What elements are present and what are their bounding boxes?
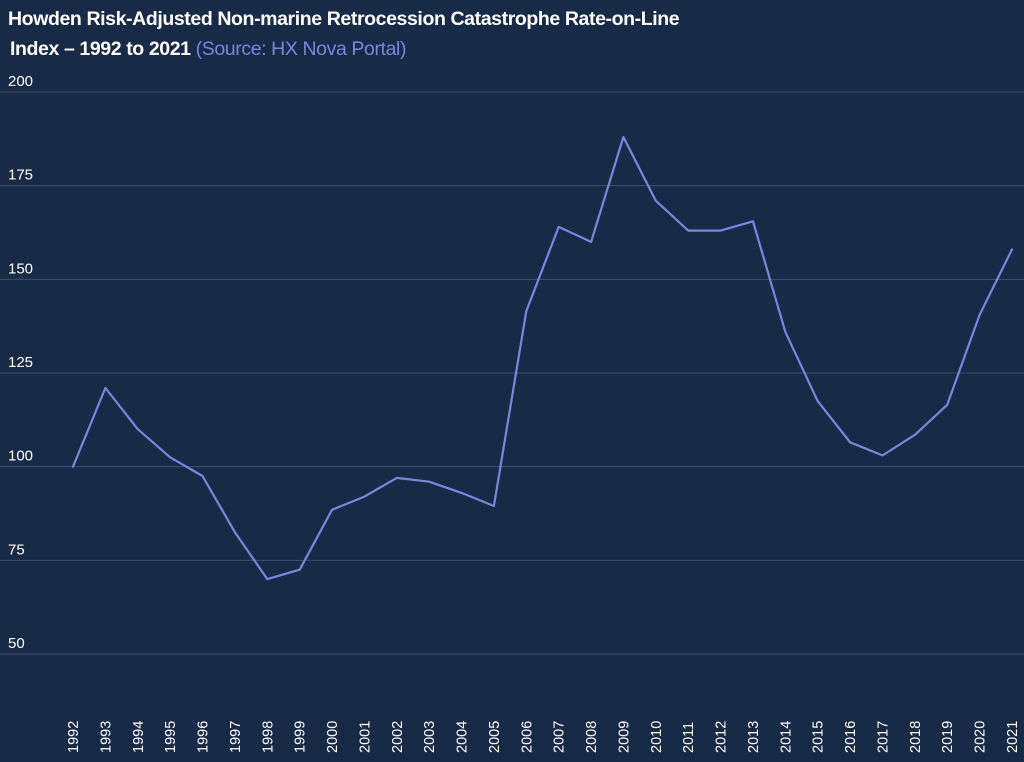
x-tick-label: 2007 (552, 721, 568, 753)
y-axis-labels: 50 75 100 125 150 175 200 (8, 73, 33, 652)
x-tick-label: 2006 (519, 721, 535, 753)
x-tick-label: 1996 (196, 721, 212, 753)
x-axis-labels: 1992 1993 1994 1995 1996 1997 1998 1999 2000 2001… (66, 721, 1021, 753)
y-tick-label: 50 (8, 635, 25, 652)
series-line (71, 135, 1014, 581)
x-tick-label: 2013 (746, 721, 762, 753)
x-tick-label: 1998 (260, 721, 276, 753)
y-tick-label: 125 (8, 354, 33, 371)
chart-title-line2: Index – 1992 to 2021 (10, 38, 191, 60)
y-tick-label: 100 (8, 448, 33, 465)
x-tick-label: 2018 (908, 721, 924, 753)
chart-title-line1: Howden Risk-Adjusted Non-marine Retroces… (8, 8, 680, 30)
gridlines (0, 91, 1024, 655)
x-tick-label: 2010 (649, 721, 665, 753)
x-tick-label: 1994 (131, 721, 147, 753)
x-tick-label: 2017 (875, 721, 891, 753)
x-tick-label: 1997 (228, 721, 244, 753)
x-tick-label: 2003 (422, 721, 438, 753)
x-tick-label: 2020 (973, 721, 989, 753)
x-tick-label: 2008 (584, 721, 600, 753)
y-tick-label: 175 (8, 167, 33, 184)
x-tick-label: 1999 (293, 721, 309, 753)
x-tick-label: 1993 (98, 721, 114, 753)
x-tick-label: 2005 (487, 721, 503, 753)
x-tick-label: 1995 (163, 721, 179, 753)
x-tick-label: 2001 (357, 721, 373, 753)
y-tick-label: 150 (8, 260, 33, 277)
chart-title-line2-wrap: Index – 1992 to 2021 (Source: HX Nova Po… (8, 34, 1008, 64)
x-tick-label: 2019 (940, 721, 956, 753)
x-tick-label: 1992 (66, 721, 82, 753)
chart-source: (Source: HX Nova Portal) (195, 38, 407, 60)
x-tick-label: 2014 (778, 721, 794, 753)
chart-title: Howden Risk-Adjusted Non-marine Retroces… (8, 4, 1008, 64)
x-tick-label: 2021 (1005, 721, 1021, 753)
x-tick-label: 2012 (714, 721, 730, 753)
y-tick-label: 200 (8, 73, 33, 90)
x-tick-label: 2011 (681, 722, 697, 753)
x-tick-label: 2009 (616, 721, 632, 753)
y-tick-label: 75 (8, 541, 25, 558)
x-tick-label: 2000 (325, 721, 341, 753)
x-tick-label: 2016 (843, 721, 859, 753)
x-tick-label: 2015 (811, 721, 827, 753)
x-tick-label: 2004 (455, 721, 471, 753)
x-tick-label: 2002 (390, 721, 406, 753)
